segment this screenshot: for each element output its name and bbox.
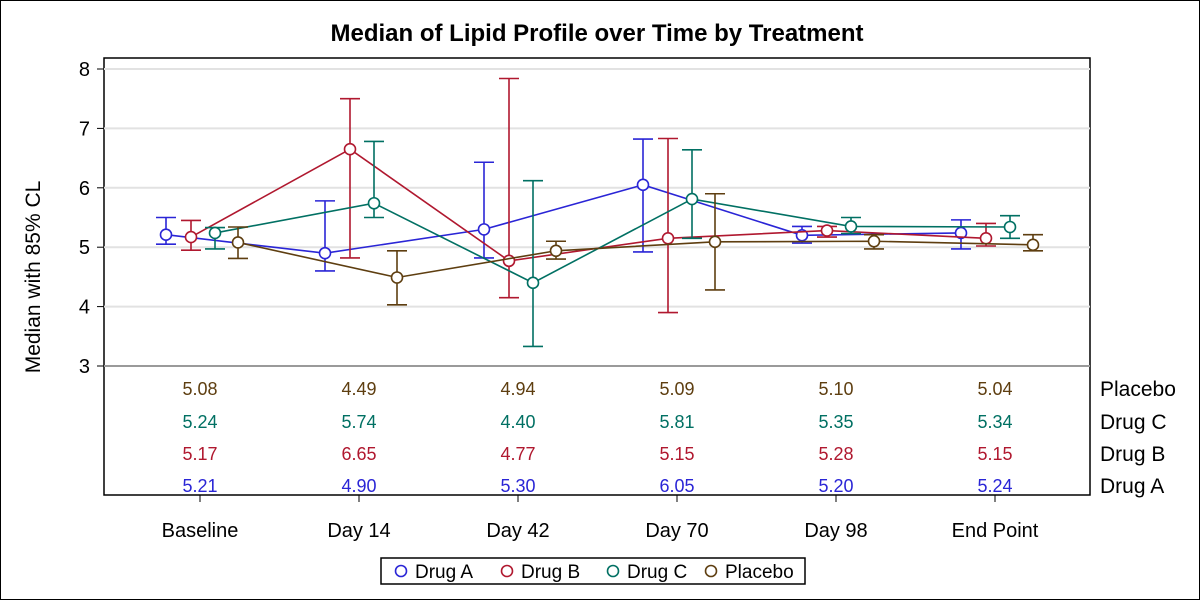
series-line: [214, 198, 1011, 284]
data-point: [661, 231, 675, 245]
legend-marker: [394, 564, 408, 578]
table-row-label: Placebo: [1100, 378, 1176, 401]
legend-label: Placebo: [725, 562, 794, 583]
table-value: 5.24: [182, 412, 217, 432]
table-value: 5.74: [341, 412, 376, 432]
axes: 3 4 5 6 7 8 Baseline Day 14 Day 42 Day 70 Day 98 En…: [79, 59, 1039, 542]
data-point: [549, 244, 563, 258]
y-tick-label: 7: [79, 118, 90, 140]
y-tick-label: 8: [79, 59, 90, 81]
table-value: 5.21: [182, 476, 217, 496]
table-value: 5.15: [977, 444, 1012, 464]
table-value: 4.94: [500, 379, 535, 399]
data-point: [367, 196, 381, 210]
y-tick-label: 6: [79, 178, 90, 200]
x-tick-label: Day 14: [327, 520, 390, 542]
data-point: [708, 235, 722, 249]
table-value: 5.09: [659, 379, 694, 399]
table-row-label: Drug B: [1100, 443, 1165, 466]
data-point: [844, 220, 858, 233]
series-line: [237, 240, 1034, 279]
table-value: 5.04: [977, 379, 1012, 399]
data-point: [502, 254, 516, 268]
table-value: 5.10: [818, 379, 853, 399]
data-point: [343, 142, 357, 156]
data-point: [685, 192, 699, 206]
data-point: [208, 226, 222, 240]
y-tick-label: 5: [79, 237, 90, 259]
table-row-label: Drug C: [1100, 411, 1167, 434]
legend-marker: [500, 564, 514, 578]
table-value: 5.34: [977, 412, 1012, 432]
data-point: [477, 223, 491, 236]
x-tick-label: Day 98: [804, 520, 867, 542]
series-drug-c: [205, 140, 1020, 348]
table-value: 4.49: [341, 379, 376, 399]
series-drug-b: [181, 77, 996, 314]
value-table: 5.08 4.49 4.94 5.09 5.10 5.04 Placebo 5.24 5.74 4…: [182, 378, 1175, 498]
data-point: [231, 236, 245, 249]
data-point: [390, 271, 404, 284]
plot-area: [103, 57, 1091, 496]
y-tick-label: 3: [79, 356, 90, 378]
table-value: 5.20: [818, 476, 853, 496]
table-value: 5.08: [182, 379, 217, 399]
table-row-label: Drug A: [1100, 475, 1164, 498]
data-point: [184, 230, 198, 244]
x-tick-label: Day 42: [486, 520, 549, 542]
legend-marker: [704, 564, 718, 578]
x-tick-label: End Point: [952, 520, 1039, 542]
data-point: [979, 231, 993, 245]
series-placebo: [228, 192, 1043, 306]
table-value: 6.65: [341, 444, 376, 464]
table-value: 6.05: [659, 476, 694, 496]
y-tick-label: 4: [79, 297, 90, 319]
table-value: 5.30: [500, 476, 535, 496]
data-point: [1026, 238, 1040, 252]
table-value: 4.40: [500, 412, 535, 432]
chart-title: Median of Lipid Profile over Time by Tre…: [331, 20, 864, 47]
data-point: [636, 178, 650, 192]
data-point: [820, 224, 834, 237]
table-value: 5.35: [818, 412, 853, 432]
legend-label: Drug B: [521, 562, 580, 583]
series-line: [165, 183, 962, 254]
data-point: [1003, 220, 1017, 234]
legend-label: Drug A: [415, 562, 473, 583]
y-axis-label: Median with 85% CL: [22, 181, 45, 374]
series-line: [190, 148, 987, 262]
table-value: 5.17: [182, 444, 217, 464]
table-value: 5.28: [818, 444, 853, 464]
data-point: [867, 234, 881, 248]
series-layer: [156, 77, 1043, 348]
data-point: [318, 246, 332, 260]
data-point: [159, 228, 173, 242]
legend-marker: [606, 564, 620, 578]
legend-box: [380, 557, 806, 585]
data-point: [526, 276, 540, 290]
grid-lines: [104, 68, 1090, 367]
x-tick-label: Baseline: [162, 520, 239, 542]
table-value: 5.81: [659, 412, 694, 432]
table-value: 5.15: [659, 444, 694, 464]
legend: Drug A Drug B Drug C Placebo: [380, 557, 806, 585]
table-value: 5.24: [977, 476, 1012, 496]
legend-label: Drug C: [627, 562, 687, 583]
table-value: 4.90: [341, 476, 376, 496]
x-tick-label: Day 70: [645, 520, 708, 542]
table-value: 4.77: [500, 444, 535, 464]
